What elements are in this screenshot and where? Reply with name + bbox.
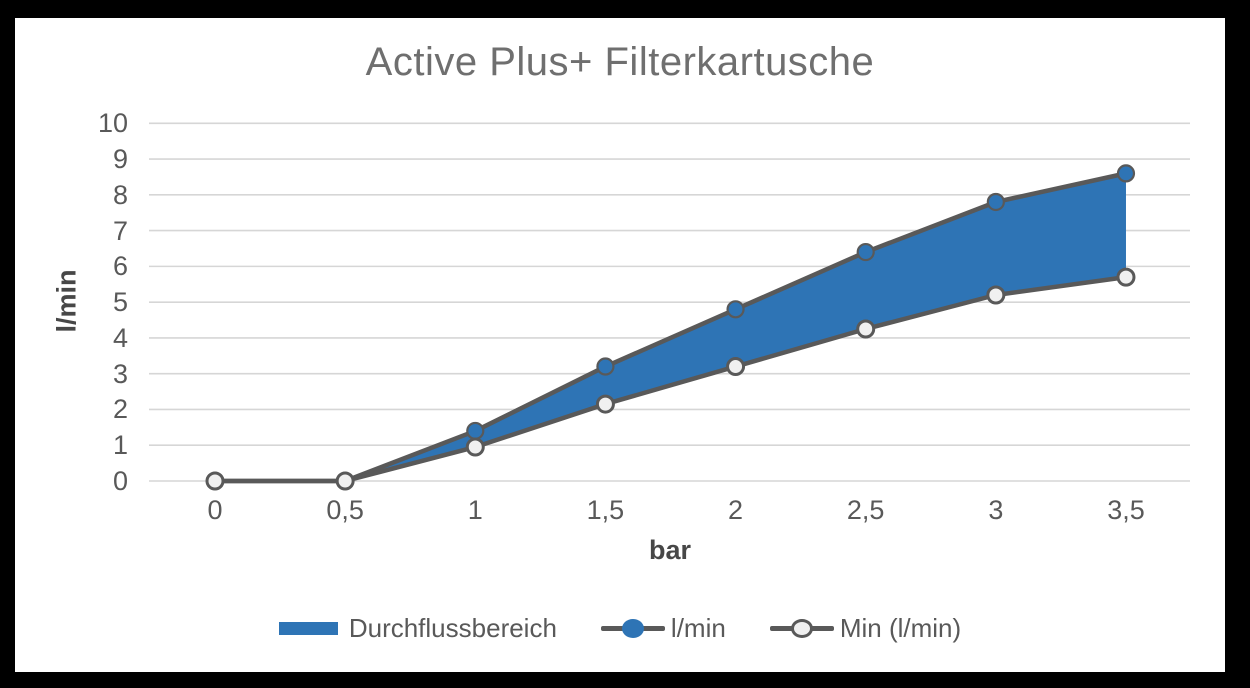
x-tick-label-3: 1,5 xyxy=(586,495,625,525)
legend-open-dot-icon xyxy=(769,618,834,640)
chart-canvas: Active Plus+ Filterkartusche 0 1 2 3 4 5 6 7 8 9 1… xyxy=(15,18,1225,672)
marker-open-circle-6 xyxy=(986,285,1006,305)
plot-area xyxy=(149,122,1190,491)
chart-legend: Durchflussbereich l/min Min (l/min) xyxy=(15,613,1225,644)
y-tick-label-0: 0 xyxy=(112,466,128,496)
legend-item-0: Durchflussbereich xyxy=(278,613,557,644)
legend-item-2: Min (l/min) xyxy=(769,613,962,644)
x-tick-label-7: 3,5 xyxy=(1107,495,1145,525)
y-tick-label-6: 6 xyxy=(112,251,128,282)
marker-open-circle-4 xyxy=(726,357,746,377)
x-tick-label-5: 2,5 xyxy=(846,495,885,525)
legend-filled-dot-icon xyxy=(600,618,665,640)
marker-filled-circle-2 xyxy=(466,421,485,441)
marker-filled-circle-3 xyxy=(596,357,615,376)
x-tick-label-4: 2 xyxy=(728,495,744,525)
y-tick-label-7: 7 xyxy=(112,215,128,246)
x-tick-label-2: 1 xyxy=(467,495,483,525)
y-tick-label-10: 10 xyxy=(97,108,128,139)
marker-open-circle-3 xyxy=(595,394,615,414)
chart-title: Active Plus+ Filterkartusche xyxy=(365,40,875,84)
y-tick-label-5: 5 xyxy=(112,287,128,318)
y-tick-label-4: 4 xyxy=(112,322,128,353)
y-tick-label-2: 2 xyxy=(112,394,128,425)
series-line-0 xyxy=(212,171,1129,484)
legend-label-2: Min (l/min) xyxy=(839,613,962,643)
marker-filled-circle-6 xyxy=(986,192,1005,212)
marker-open-circle-7 xyxy=(1116,267,1136,287)
y-tick-label-8: 8 xyxy=(112,179,128,210)
legend-area-swatch-icon xyxy=(278,622,338,635)
marker-filled-circle-4 xyxy=(726,300,745,319)
x-tick-label-0: 0 xyxy=(207,495,223,525)
legend-label-1: l/min xyxy=(670,613,726,643)
marker-filled-circle-5 xyxy=(856,242,875,262)
y-tick-label-9: 9 xyxy=(112,144,128,175)
legend-label-0: Durchflussbereich xyxy=(348,613,557,643)
y-tick-label-1: 1 xyxy=(112,430,128,461)
marker-open-circle-2 xyxy=(465,437,485,457)
marker-open-circle-5 xyxy=(856,319,876,339)
x-tick-label-6: 3 xyxy=(988,495,1004,525)
marker-open-circle-0 xyxy=(205,471,225,491)
y-axis-title: l/min xyxy=(51,269,82,333)
marker-open-circle-1 xyxy=(335,471,355,491)
x-tick-label-1: 0,5 xyxy=(326,495,364,525)
legend-item-1: l/min xyxy=(600,613,726,644)
series-line-1 xyxy=(212,274,1129,484)
x-axis-title: bar xyxy=(648,535,692,565)
area-durchflussbereich xyxy=(215,173,1126,482)
marker-filled-circle-7 xyxy=(1116,164,1136,183)
y-tick-label-3: 3 xyxy=(112,358,128,389)
